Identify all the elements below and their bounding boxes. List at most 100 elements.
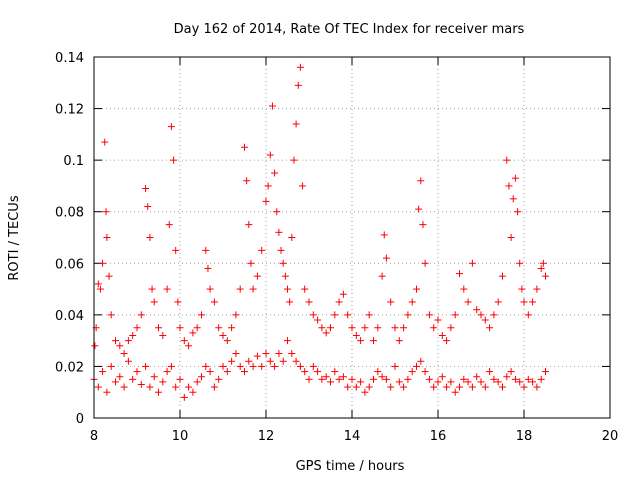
data-point: [241, 143, 248, 151]
data-point: [335, 298, 343, 306]
data-point: [499, 272, 506, 280]
data-point: [305, 375, 313, 383]
data-point: [318, 375, 326, 383]
data-point: [275, 228, 283, 236]
data-point: [249, 285, 257, 293]
data-point: [103, 388, 111, 396]
data-point: [421, 368, 429, 376]
data-point: [365, 383, 373, 391]
data-point: [232, 311, 240, 319]
data-point: [228, 324, 236, 332]
data-point: [210, 383, 218, 391]
data-point: [395, 378, 403, 386]
data-point: [101, 138, 109, 146]
data-point: [146, 383, 154, 391]
data-point: [382, 375, 390, 383]
plot-frame: [93, 56, 611, 419]
data-point: [243, 177, 251, 185]
data-point: [481, 316, 489, 324]
data-point: [271, 362, 279, 370]
grid: [94, 57, 610, 418]
data-point: [499, 383, 506, 391]
data-point: [91, 342, 99, 350]
data-point: [198, 311, 205, 319]
data-point: [352, 331, 360, 339]
data-point: [219, 362, 227, 370]
data-point: [387, 383, 395, 391]
data-point: [314, 368, 322, 376]
data-point: [391, 324, 399, 332]
data-point: [451, 388, 459, 396]
data-point: [374, 324, 382, 332]
data-point: [167, 123, 175, 131]
data-point: [404, 375, 412, 383]
y-tick-label: 0.12: [55, 103, 84, 118]
data-point: [400, 324, 408, 332]
data-point: [258, 362, 266, 370]
y-tick-label: 0.02: [55, 360, 84, 375]
data-point: [335, 375, 343, 383]
data-point: [473, 373, 481, 381]
data-point: [481, 383, 489, 391]
data-point: [387, 298, 395, 306]
data-point: [456, 270, 463, 278]
data-point: [443, 337, 451, 345]
data-point: [112, 337, 119, 345]
data-point: [99, 259, 107, 267]
data-point: [529, 298, 537, 306]
data-point: [271, 169, 279, 177]
data-point: [137, 311, 145, 319]
data-point: [296, 63, 304, 71]
data-point: [223, 337, 231, 345]
data-point: [339, 290, 347, 298]
x-axis-label: GPS time / hours: [296, 459, 405, 474]
data-point: [290, 156, 298, 164]
data-point: [129, 331, 137, 339]
data-point: [206, 368, 214, 376]
data-point: [275, 350, 283, 358]
data-point: [344, 311, 352, 319]
data-point: [524, 311, 532, 319]
data-point: [155, 324, 162, 332]
data-point: [524, 375, 532, 383]
data-point: [417, 177, 425, 185]
data-point: [185, 383, 193, 391]
y-tick-label: 0.06: [55, 257, 84, 272]
data-point: [215, 375, 223, 383]
data-point: [155, 388, 162, 396]
data-point: [305, 298, 313, 306]
data-point: [520, 298, 528, 306]
data-point: [400, 383, 408, 391]
data-point: [314, 316, 322, 324]
data-point: [344, 383, 352, 391]
data-point: [507, 234, 515, 241]
data-point: [262, 197, 270, 205]
data-point: [380, 231, 388, 239]
data-point: [529, 378, 537, 386]
data-point: [133, 324, 141, 332]
data-point: [232, 350, 240, 358]
data-point: [137, 380, 145, 388]
data-point: [447, 378, 455, 386]
data-point: [180, 393, 188, 401]
x-axis-ticks: 8 10 12 14 16 18 20: [90, 57, 618, 444]
x-tick-label: 14: [344, 429, 361, 444]
data-point: [129, 375, 137, 383]
data-point: [331, 368, 339, 376]
data-point: [245, 357, 253, 365]
data-point: [408, 368, 416, 376]
data-point: [281, 272, 289, 280]
data-point: [148, 285, 156, 293]
data-point: [189, 388, 197, 396]
data-point: [520, 383, 528, 391]
data-point: [378, 373, 386, 381]
data-point: [279, 357, 287, 365]
data-point: [443, 383, 451, 391]
data-point: [116, 342, 124, 350]
data-point: [464, 298, 472, 306]
data-point: [542, 272, 549, 280]
data-point: [94, 280, 102, 288]
y-tick-label: 0.1: [63, 154, 84, 169]
data-point: [468, 259, 476, 267]
data-point: [516, 378, 524, 386]
